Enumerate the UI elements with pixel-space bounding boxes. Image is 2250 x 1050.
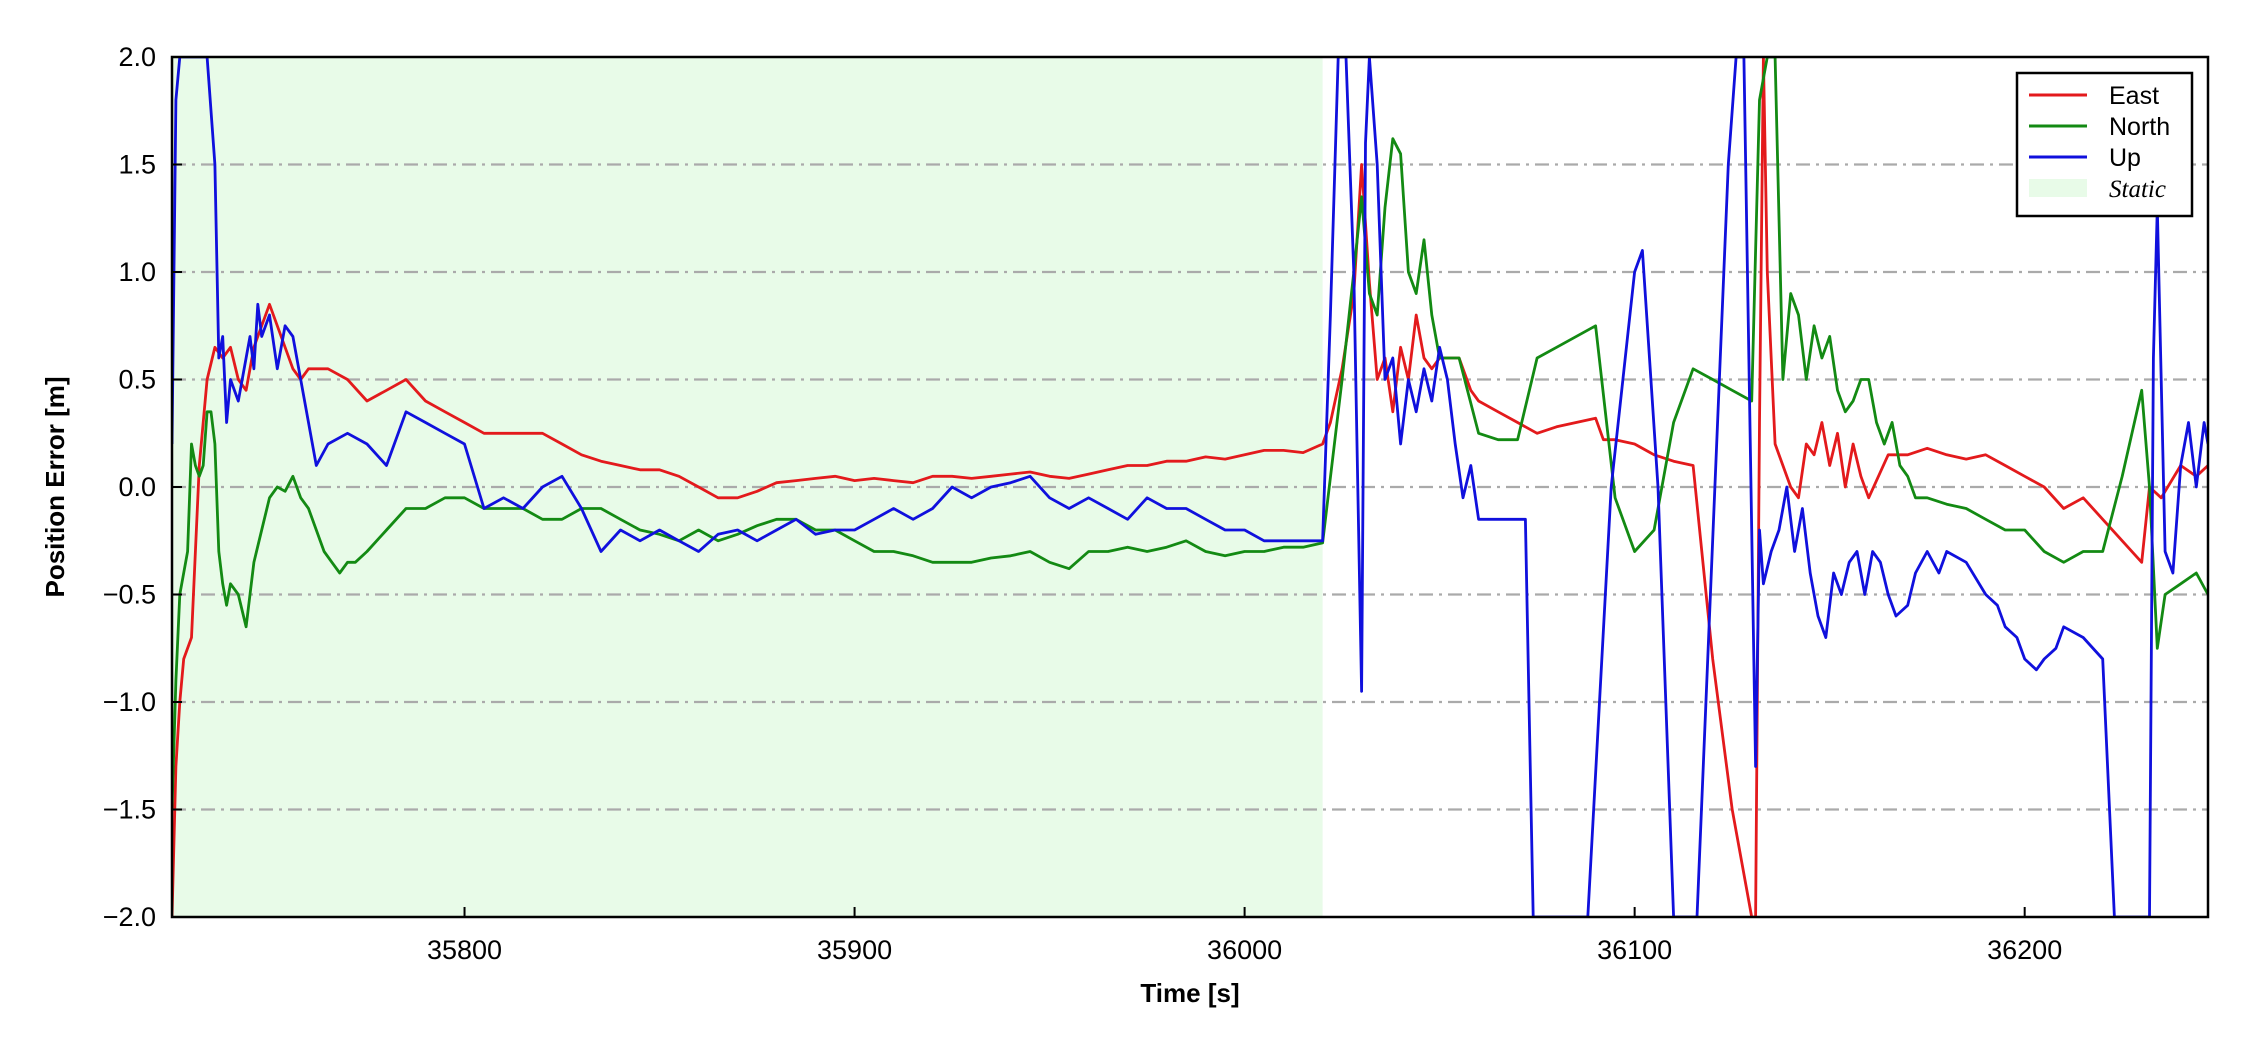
y-axis-label: Position Error [m] (40, 376, 70, 597)
y-tick-label: −1.5 (103, 795, 156, 825)
legend-label-north: North (2109, 113, 2170, 141)
legend: East North Up Static (2015, 71, 2194, 218)
legend-swatch-static (2029, 179, 2087, 197)
x-tick-label: 36100 (1597, 935, 1672, 965)
y-tick-label: 1.5 (118, 150, 156, 180)
y-tick-label: −0.5 (103, 580, 156, 610)
x-axis-label: Time [s] (1140, 978, 1239, 1008)
series-line-north (172, 57, 2208, 810)
x-tick-label: 36200 (1987, 935, 2062, 965)
legend-label-static: Static (2109, 176, 2166, 203)
x-tick-label: 36000 (1207, 935, 1282, 965)
series-line-east (172, 57, 2208, 917)
y-tick-label: −2.0 (103, 902, 156, 932)
legend-label-east: East (2109, 82, 2159, 110)
y-tick-label: −1.0 (103, 687, 156, 717)
y-tick-label: 0.0 (118, 472, 156, 502)
legend-label-up: Up (2109, 144, 2141, 172)
y-tick-label: 2.0 (118, 42, 156, 72)
x-tick-label: 35800 (427, 935, 502, 965)
series-line-up (172, 57, 2208, 917)
y-tick-label: 1.0 (118, 257, 156, 287)
y-tick-label: 0.5 (118, 365, 156, 395)
x-tick-label: 35900 (817, 935, 892, 965)
